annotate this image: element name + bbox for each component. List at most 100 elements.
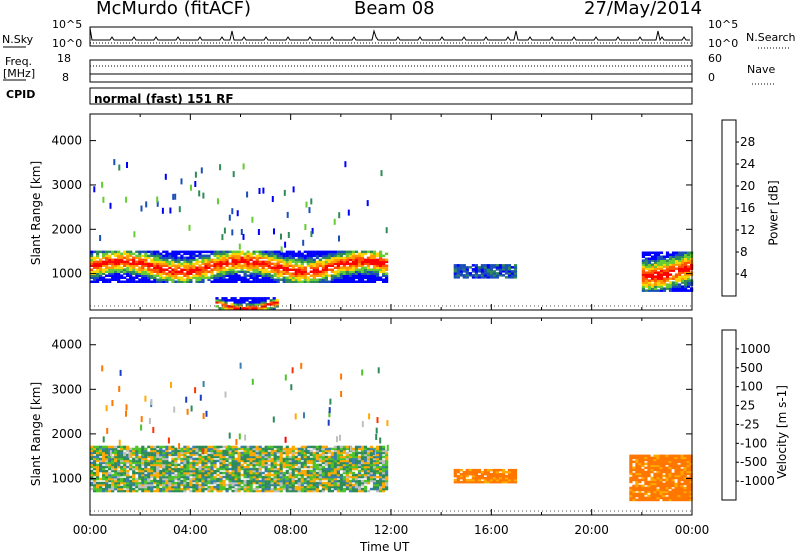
data-cell [255,264,259,267]
data-cell [210,264,214,267]
data-cell [135,483,139,487]
data-cell [132,451,136,455]
data-cell [674,468,678,472]
data-cell [665,496,669,500]
data-cell [204,461,208,465]
data-cell [264,268,268,271]
data-cell [504,276,509,279]
data-cell [306,250,310,254]
data-cell [480,274,484,277]
data-cell [495,478,499,482]
data-cell [345,459,349,463]
data-cell [379,268,383,271]
data-cell [189,278,193,281]
data-cell [687,277,691,280]
data-cell [153,264,157,267]
data-cell [210,268,214,271]
data-cell [251,299,255,302]
data-cell [659,251,664,254]
data-cell [177,481,181,485]
data-cell [270,252,274,256]
data-cell [641,494,645,498]
data-cell [267,459,271,463]
data-cell [345,467,349,471]
data-cell [255,469,259,473]
data-cell [306,276,310,279]
data-cell [513,274,518,277]
data-cell [174,473,178,477]
data-cell [680,490,684,494]
data-cell [674,287,679,290]
data-cell [180,473,184,477]
data-cell [201,266,205,269]
data-cell [321,459,325,463]
data-cell [171,463,175,467]
data-cell [282,461,286,465]
data-cell [385,475,389,479]
data-cell [339,475,343,479]
data-cell [342,274,346,277]
data-cell [321,256,325,260]
data-cell [279,272,283,275]
scatter-cell [223,227,226,234]
data-cell [668,456,672,460]
data-cell [650,460,654,464]
data-cell [306,451,310,455]
data-cell [246,274,250,277]
data-cell [90,258,94,262]
data-cell [168,270,172,273]
data-cell [174,483,178,487]
data-cell [375,463,380,467]
data-cell [354,280,359,283]
data-cell [261,447,265,451]
data-cell [99,449,103,453]
data-cell [183,481,187,485]
data-cell [372,254,377,258]
data-cell [680,470,684,474]
data-cell [225,258,229,262]
data-cell [141,467,145,471]
data-cell [192,270,196,273]
data-cell [222,485,226,489]
data-cell [665,492,669,496]
data-cell [659,275,664,278]
data-cell [237,276,241,279]
data-cell [363,451,368,455]
data-cell [354,481,359,485]
data-cell [336,461,340,465]
data-cell [315,280,319,283]
data-cell [138,262,142,266]
data-cell [291,264,295,267]
data-cell [171,447,175,451]
data-cell [369,451,374,455]
data-cell [375,467,380,471]
data-cell [671,462,675,466]
scatter-cell [366,200,369,207]
data-cell [270,280,274,283]
data-cell [111,473,115,477]
data-cell [647,273,652,276]
noise-tick-bottom-left: 10^0 [52,37,83,50]
data-cell [168,467,172,471]
data-cell [207,260,211,264]
data-cell [221,297,225,300]
data-cell [189,280,193,283]
data-cell [186,483,190,487]
data-cell [273,477,277,481]
data-cell [141,487,145,491]
data-cell [656,464,660,468]
data-cell [192,276,196,279]
data-cell [474,478,478,482]
data-cell [222,465,226,469]
data-cell [99,463,103,467]
data-cell [168,481,172,485]
data-cell [360,475,365,479]
data-cell [231,461,235,465]
data-cell [111,272,115,275]
data-cell [513,468,518,472]
data-cell [117,270,121,273]
data-cell [330,463,334,467]
data-cell [647,472,651,476]
data-cell [183,278,187,281]
data-cell [650,279,655,282]
